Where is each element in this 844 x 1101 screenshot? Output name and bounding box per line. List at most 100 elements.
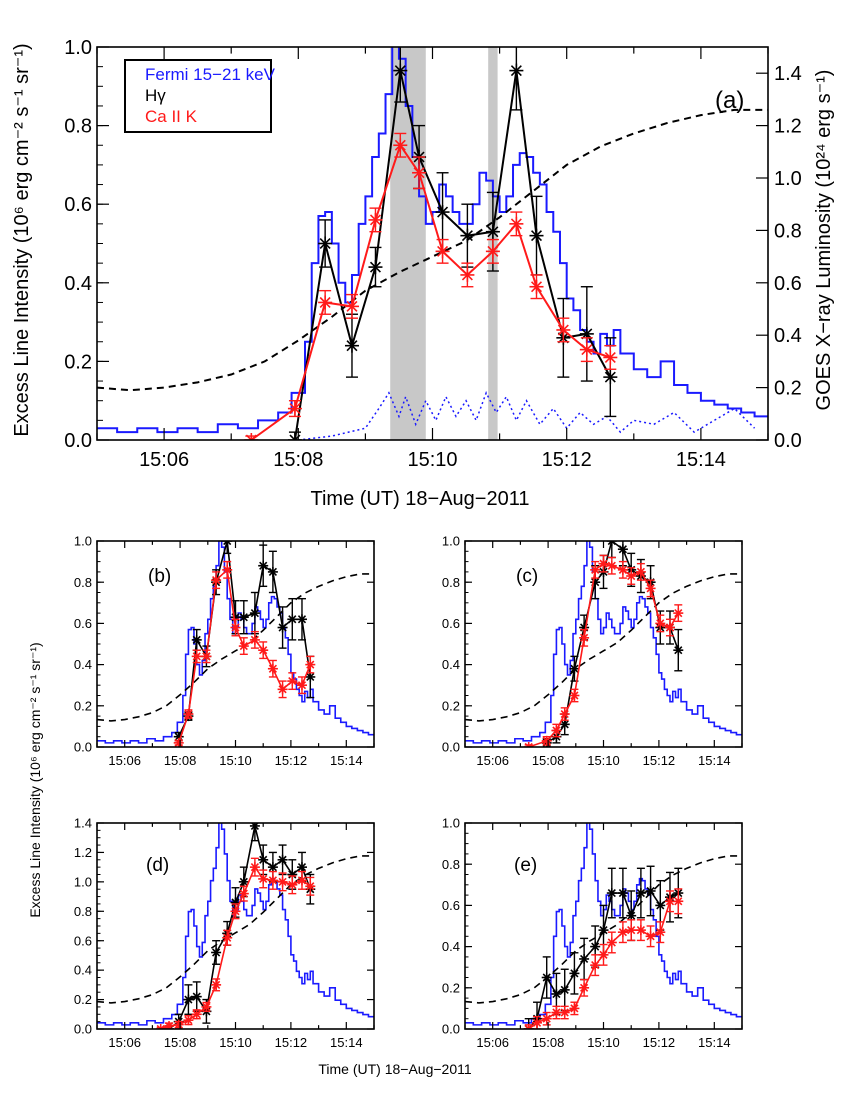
caii-point (249, 634, 260, 645)
x-tick-label: 15:12 (275, 753, 308, 768)
y-tick-label: 0.2 (74, 698, 92, 713)
panel-label-e: (e) (514, 855, 537, 876)
caii-point (598, 558, 609, 569)
y2-tick-label: 0.0 (774, 430, 802, 452)
caii-point (183, 709, 194, 720)
hgamma-point (318, 236, 333, 251)
caii-point (222, 564, 233, 575)
y-tick-label: 0.6 (74, 933, 92, 948)
hgamma-point (645, 885, 656, 896)
caii-point (230, 622, 241, 633)
legend-entry-fermi: Fermi 15−21 keV (145, 65, 276, 84)
caii-point (569, 1003, 580, 1014)
x-tick-label: 15:12 (643, 1035, 676, 1050)
y-tick-label: 0.6 (442, 898, 460, 913)
hgamma-point (655, 900, 666, 911)
hgamma-point (287, 869, 298, 880)
y-tick-label: 0.8 (74, 575, 92, 590)
plot-area-d (97, 823, 374, 1029)
caii-point (635, 566, 646, 577)
caii-point (606, 937, 617, 948)
hgamma-point (598, 925, 609, 936)
hgamma-point (222, 541, 233, 546)
hgamma-point (305, 671, 316, 682)
hgamma-point (296, 614, 307, 625)
caii-point (655, 618, 666, 629)
y-tick-label: 0.0 (442, 740, 460, 755)
hgamma-point (559, 984, 570, 995)
caii-point (277, 684, 288, 695)
y-tick-label: 0.8 (74, 904, 92, 919)
hgamma-point (258, 854, 269, 865)
y2-tick-label: 1.2 (774, 116, 802, 138)
caii-point (559, 1007, 570, 1018)
caii-point (201, 1001, 212, 1012)
y2-tick-label: 0.8 (774, 220, 802, 242)
plot-area-b (97, 541, 374, 747)
x-tick-label: 15:08 (532, 753, 565, 768)
caii-point (267, 875, 278, 886)
hgamma-point (191, 634, 202, 645)
legend-entry-hgamma: Hγ (145, 86, 166, 105)
caii-point (244, 433, 259, 440)
hgamma-point (603, 370, 618, 385)
hgamma-point (529, 228, 544, 243)
caii-point (590, 564, 601, 575)
hgamma-point (183, 994, 194, 1005)
caii-line (250, 143, 611, 440)
hgamma-point (460, 228, 475, 243)
caii-line (528, 562, 679, 747)
panel-d: 15:06 15:08 15:10 15:12 15:14 0.0 0.2 0.4 0.6 0.8… (74, 816, 375, 1050)
caii-point (222, 932, 233, 943)
y-tick-label: 0.4 (64, 273, 92, 295)
hgamma-point (238, 876, 249, 887)
caii-point (412, 165, 427, 180)
hgamma-point (258, 560, 269, 571)
x-tick-label: 15:10 (587, 1035, 620, 1050)
caii-point (305, 659, 316, 670)
hgamma-point (277, 854, 288, 865)
plot-area-c (465, 541, 742, 747)
caii-point (635, 925, 646, 936)
panel-b: 15:06 15:08 15:10 15:12 15:14 0.0 0.2 0.4 0.6 0.8… (74, 534, 375, 768)
y-tick-label: 0.0 (74, 1022, 92, 1037)
caii-point (532, 1017, 543, 1028)
y-tick-label: 0.8 (442, 857, 460, 872)
panel-a-ylabel: Excess Line Intensity (10⁶ erg cm⁻² s⁻¹ … (11, 43, 33, 436)
y-tick-label: 1.4 (74, 816, 92, 831)
caii-point (238, 888, 249, 899)
hgamma-point (626, 910, 637, 921)
hgamma-point (287, 614, 298, 625)
x-tick-label: 15:12 (643, 753, 676, 768)
panel-label-d: (d) (146, 855, 169, 876)
fermi-step-line (465, 541, 742, 744)
hgamma-point (435, 205, 450, 220)
goes-dashed-line (97, 855, 374, 1004)
fermi-step-line (97, 541, 374, 744)
hgamma-point (606, 888, 617, 899)
y-tick-label: 1.0 (64, 37, 92, 59)
hgamma-errorbar (524, 1018, 533, 1029)
x-tick-label: 15:10 (219, 753, 252, 768)
caii-point (393, 138, 408, 153)
y-tick-label: 0.2 (442, 980, 460, 995)
caii-point (173, 1019, 184, 1029)
y-tick-label: 0.4 (442, 939, 460, 954)
caii-point (529, 279, 544, 294)
y-tick-label: 0.6 (64, 194, 92, 216)
caii-point (183, 1015, 194, 1026)
y-tick-label: 1.0 (442, 534, 460, 549)
x-tick-label: 15:14 (698, 1035, 731, 1050)
caii-point (368, 212, 383, 227)
x-tick-label: 15:06 (476, 753, 509, 768)
y2-tick-label: 0.2 (774, 378, 802, 400)
caii-point (211, 575, 222, 586)
hgamma-point (211, 947, 222, 958)
y-tick-label: 1.2 (74, 845, 92, 860)
panel-a-y2label: GOES X−ray Luminosity (10²⁴ erg s⁻¹) (813, 70, 835, 411)
hgamma-point (569, 663, 580, 674)
y-tick-label: 0.0 (64, 430, 92, 452)
x-tick-label: 15:14 (698, 753, 731, 768)
caii-point (305, 881, 316, 892)
